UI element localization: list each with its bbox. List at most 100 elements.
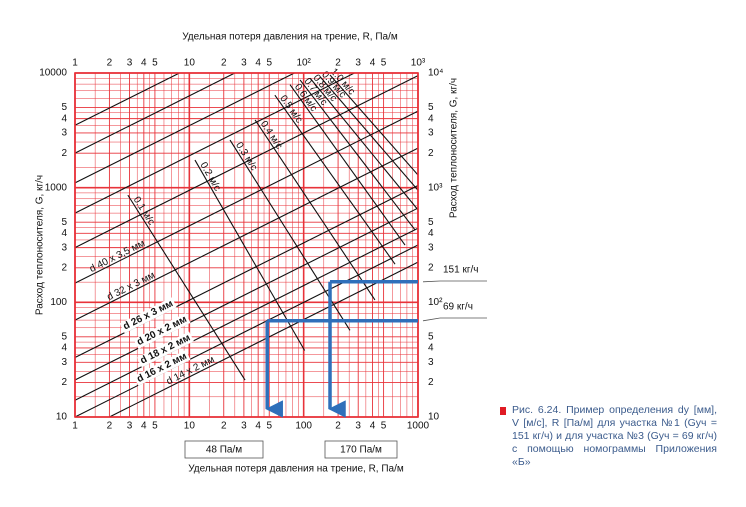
y-tick-label: 3 [61,242,67,253]
top-axis-title: Удельная потеря давления на трение, R, П… [182,32,398,43]
y-tick-label: 4 [61,113,67,124]
y-tick-label: 3 [61,357,67,368]
plot-area [75,73,418,417]
x2-tick-label: 5 [152,58,158,69]
y2-tick-label: 5 [428,331,434,342]
x2-tick-label: 10² [296,58,311,69]
x-axis-title: Удельная потеря давления на трение, R, П… [188,464,404,475]
y-tick-label: 100 [50,297,67,308]
velocity-line [254,119,376,301]
diameter-line [74,72,355,214]
x2-tick-label: 3 [355,58,361,69]
y2-tick-label: 10 [428,412,440,423]
y2-tick-label: 5 [428,217,434,228]
x-tick-label: 3 [127,421,133,432]
velocity-line [309,77,419,211]
example-r-label: 48 Па/м [206,445,242,456]
x-tick-label: 3 [355,421,361,432]
diameter-line [74,227,419,401]
x2-tick-label: 2 [107,58,113,69]
x2-tick-label: 10³ [411,58,426,69]
x-tick-label: 5 [152,421,158,432]
label-bg [136,331,194,368]
x-tick-label: 4 [141,421,147,432]
x-tick-label: 2 [107,421,113,432]
x-tick-label: 100 [295,421,312,432]
diameter-line [74,147,419,321]
x-tick-label: 3 [241,421,247,432]
x2-tick-label: 5 [381,58,387,69]
y-tick-label: 5 [61,331,67,342]
x-tick-label: 5 [266,421,272,432]
x2-tick-label: 4 [370,58,376,69]
x2-tick-label: 5 [266,58,272,69]
velocity-line [299,79,416,231]
x2-tick-label: 10 [184,58,196,69]
y-tick-label: 1000 [45,182,68,193]
y-tick-label: 5 [61,217,67,228]
y2-tick-label: 3 [428,128,434,139]
example-flow-label: 69 кг/ч [443,302,473,313]
x-tick-label: 4 [370,421,376,432]
example-r-box [184,440,264,459]
y-tick-label: 4 [61,228,67,239]
y2-tick-label: 10² [428,297,443,308]
y2-tick-label: 10⁴ [428,68,443,79]
label-bg [133,313,191,349]
plot-frame [74,72,419,418]
x2-tick-label: 2 [221,58,227,69]
x2-tick-label: 1 [72,58,78,69]
y-tick-label: 10 [56,412,68,423]
example-r-label: 170 Па/м [340,445,382,456]
x2-tick-label: 4 [255,58,261,69]
example-flow-label: 151 кг/ч [443,265,478,276]
y-tick-label: 2 [61,148,67,159]
example-r-box [324,440,398,459]
caption-marker [500,407,506,415]
velocity-line [319,76,419,191]
y-tick-label: 10000 [39,68,67,79]
y2-tick-label: 5 [428,102,434,113]
x-tick-label: 10 [184,421,196,432]
velocity-line [194,159,306,351]
x2-tick-label: 2 [335,58,341,69]
x-tick-label: 2 [335,421,341,432]
x2-tick-label: 3 [241,58,247,69]
leader-line [422,317,441,322]
velocity-line [329,74,419,176]
y2-tick-label: 4 [428,343,434,354]
diameter-line [74,244,419,418]
x2-tick-label: 4 [141,58,147,69]
label-bg [119,297,177,334]
y2-tick-label: 2 [428,262,434,273]
y2-tick-label: 10³ [428,182,443,193]
diameter-line [74,207,419,381]
x-tick-label: 5 [381,421,387,432]
y2-axis-title: Расход теплоносителя, G, кг/ч [449,78,460,218]
y-tick-label: 3 [61,128,67,139]
y-tick-label: 2 [61,377,67,388]
velocity-line [289,84,406,246]
velocity-line [274,94,396,265]
x-tick-label: 1 [72,421,78,432]
y2-tick-label: 2 [428,148,434,159]
leader-line [422,280,441,283]
y2-tick-label: 3 [428,357,434,368]
diameter-line [74,72,295,184]
x-tick-label: 2 [221,421,227,432]
y-tick-label: 4 [61,343,67,354]
x-tick-label: 1000 [407,421,430,432]
diameter-line [74,72,180,126]
y-tick-label: 5 [61,102,67,113]
y2-tick-label: 4 [428,113,434,124]
diameter-line [74,75,419,249]
y-tick-label: 2 [61,262,67,273]
label-bg [133,349,191,386]
y2-tick-label: 3 [428,242,434,253]
caption: Рис. 6.24. Пример определения dy [мм], V… [512,404,717,468]
velocity-line [127,194,246,381]
y2-tick-label: 2 [428,377,434,388]
x2-tick-label: 3 [127,58,133,69]
